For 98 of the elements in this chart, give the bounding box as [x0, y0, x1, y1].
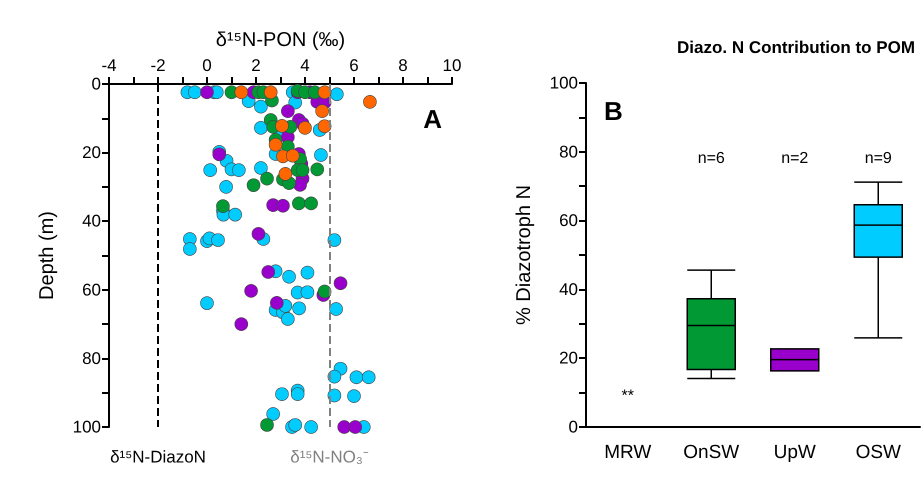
- point: [298, 121, 312, 135]
- point: [266, 407, 280, 421]
- point: [260, 172, 274, 186]
- point: [292, 196, 306, 210]
- x-tick-label: MRW: [604, 442, 652, 463]
- point: [278, 167, 292, 181]
- point: [228, 208, 242, 222]
- point: [362, 370, 376, 384]
- point: [318, 85, 332, 100]
- point: [232, 163, 246, 177]
- point: [216, 199, 230, 213]
- point: [281, 104, 295, 118]
- point: [281, 312, 295, 326]
- x-tick-label: 0: [202, 56, 212, 75]
- point: [254, 121, 268, 135]
- point: [318, 284, 332, 298]
- y-tick-label: 40: [82, 212, 101, 231]
- point: [300, 266, 314, 280]
- point: [219, 180, 233, 194]
- point: [270, 296, 284, 310]
- point: [288, 418, 302, 432]
- x-axis-title: δ¹⁵N-PON (‰): [216, 29, 346, 51]
- x-tick-label: OSW: [856, 442, 902, 463]
- point: [275, 119, 289, 133]
- y-tick-label: 40: [559, 280, 578, 299]
- annotation: B: [604, 96, 623, 126]
- x-tick-label: -2: [150, 56, 166, 75]
- annotation: A: [423, 104, 442, 134]
- point: [296, 163, 310, 177]
- point: [260, 418, 274, 432]
- y-tick-label: 100: [72, 418, 101, 436]
- point: [334, 276, 348, 290]
- y-axis-title: % Diazotroph N: [513, 184, 535, 326]
- ref-line-label: δ¹⁵N-NO₃⁻: [290, 448, 369, 466]
- y-tick-label: 80: [82, 348, 101, 368]
- y-tick-label: 20: [82, 143, 101, 162]
- x-tick-label: 6: [349, 56, 359, 75]
- point: [314, 148, 328, 162]
- y-tick-label: 60: [82, 280, 101, 300]
- y-tick-label: 60: [559, 211, 578, 230]
- y-tick-label: 80: [559, 142, 578, 162]
- point: [200, 296, 214, 310]
- y-tick-label: 0: [568, 418, 578, 436]
- point: [292, 302, 306, 316]
- point: [347, 389, 361, 403]
- point: [234, 317, 248, 331]
- point: [234, 85, 248, 100]
- point: [264, 85, 278, 100]
- y-axis-title: Depth (m): [36, 211, 58, 300]
- point: [328, 233, 342, 247]
- point: [246, 178, 260, 192]
- point: [304, 196, 318, 210]
- y-tick-label: 20: [559, 348, 578, 368]
- point: [268, 138, 282, 152]
- x-tick-label: 4: [300, 56, 310, 75]
- point: [315, 104, 329, 118]
- point: [212, 148, 226, 162]
- point: [310, 162, 324, 176]
- point: [254, 161, 268, 175]
- point: [330, 87, 344, 102]
- point: [293, 178, 307, 192]
- point: [183, 242, 197, 256]
- point: [348, 420, 362, 434]
- point: [261, 265, 276, 279]
- x-tick-label: 2: [251, 56, 261, 75]
- ref-line-label: δ¹⁵N-DiazoN: [110, 448, 206, 466]
- point: [252, 227, 266, 241]
- point: [290, 387, 304, 401]
- annotation: n=6: [698, 150, 725, 168]
- annotation: n=9: [864, 150, 892, 168]
- point: [276, 198, 290, 213]
- point: [203, 163, 217, 177]
- point: [304, 420, 318, 434]
- annotation: n=2: [781, 150, 808, 168]
- point: [300, 285, 314, 299]
- point: [286, 148, 300, 162]
- point: [275, 387, 289, 401]
- point: [328, 388, 342, 402]
- point: [318, 119, 332, 133]
- point: [337, 420, 351, 434]
- point: [282, 270, 296, 284]
- point: [211, 233, 225, 247]
- x-tick-label: 8: [398, 56, 408, 75]
- x-tick-label: -4: [101, 56, 117, 75]
- point: [350, 370, 364, 384]
- x-tick-label: OnSW: [683, 442, 740, 463]
- x-tick-label: 10: [442, 56, 462, 75]
- point: [244, 284, 258, 298]
- point: [363, 95, 377, 109]
- point: [200, 85, 214, 100]
- point: [329, 302, 343, 316]
- y-tick-label: 0: [92, 74, 101, 94]
- annotation: **: [622, 388, 634, 405]
- chart-title: Diazo. N Contribution to POM: [677, 38, 915, 57]
- point: [254, 100, 268, 114]
- x-tick-label: UpW: [774, 442, 816, 463]
- point: [188, 85, 202, 100]
- y-tick-label: 100: [550, 74, 578, 92]
